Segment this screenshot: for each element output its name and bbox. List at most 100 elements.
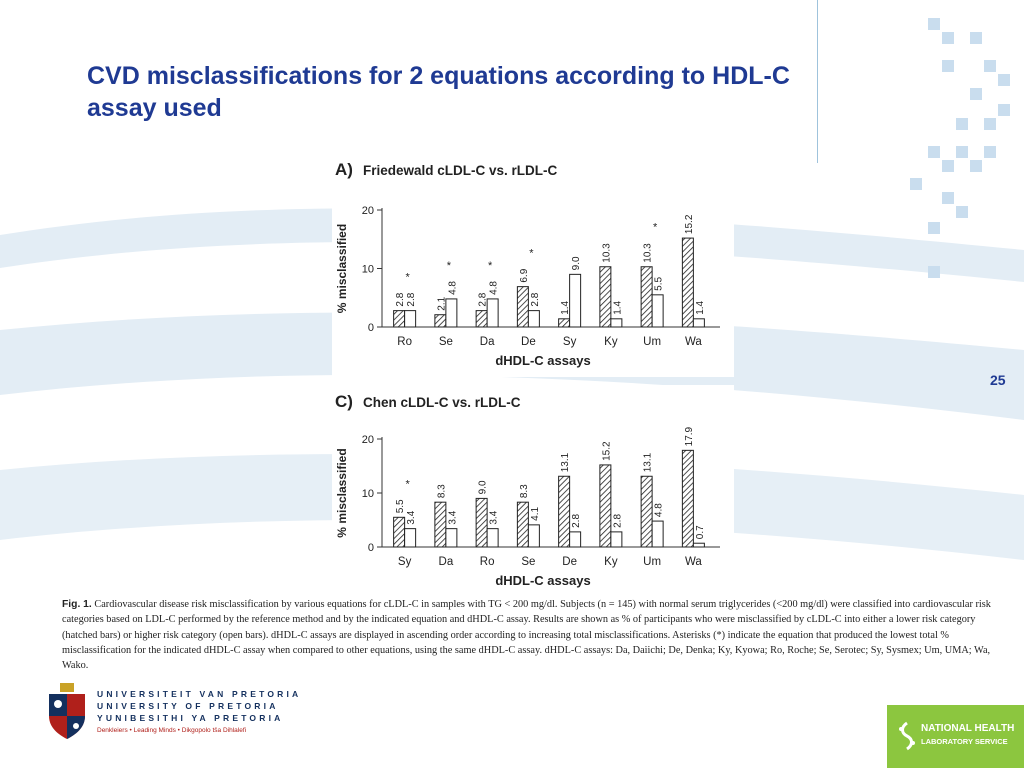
- chart0-title: Friedewald cLDL-C vs. rLDL-C: [363, 163, 558, 178]
- chart0-category-label-wa: Wa: [685, 336, 702, 348]
- caption-text: Cardiovascular disease risk misclassific…: [62, 599, 991, 672]
- chart0-value-label: 4.8: [447, 281, 458, 295]
- chart0-y-tick-label: 0: [368, 322, 374, 334]
- chart0-bar-open-da: [486, 298, 499, 328]
- nhls-line-2: LABORATORY SERVICE: [921, 737, 1008, 746]
- chart1-bar-hatched-sy: [393, 516, 406, 548]
- chart0-bar-open-ky: [610, 318, 623, 328]
- chart1-x-axis-label: dHDL-C assays: [495, 573, 590, 588]
- chart0-bar-hatched-ro: [393, 310, 406, 328]
- chart0-category-label-da: Da: [480, 336, 495, 348]
- chart0-bar-open-ro: [404, 310, 417, 328]
- chart0-bar-open-se: [445, 298, 458, 328]
- chart1-bar-open-se: [527, 524, 540, 548]
- chart0-bar-hatched-de: [516, 286, 529, 328]
- chart0-bar-hatched-se: [434, 314, 447, 328]
- up-line-2: UNIVERSITY OF PRETORIA: [97, 701, 279, 711]
- chart0-value-label: 15.2: [684, 214, 695, 234]
- chart0-value-label: 10.3: [601, 243, 612, 263]
- chart1-bar-open-ky: [610, 531, 623, 548]
- chart1-value-label: 0.7: [695, 525, 706, 539]
- chart0-value-label: 1.4: [695, 300, 706, 314]
- chart1-bar-open-sy: [404, 528, 417, 548]
- chart0-y-tick-label: 20: [362, 205, 374, 217]
- chart1-bar-open-wa: [692, 542, 705, 548]
- chart0-bar-open-wa: [692, 318, 705, 328]
- chart1-value-label: 3.4: [406, 510, 417, 524]
- chart0-value-label: 6.9: [519, 268, 530, 282]
- chart-panel-c: C) Chen cLDL-C vs. rLDL-C 0 10 20 % misclassi…: [332, 385, 734, 595]
- chart0-asterisk-ro: *: [405, 272, 410, 284]
- chart0-value-label: 1.4: [612, 300, 623, 314]
- chart-c-svg: C) Chen cLDL-C vs. rLDL-C 0 10 20 % misclassi…: [335, 392, 720, 588]
- chart0-bar-open-sy: [569, 273, 582, 328]
- chart0-asterisk-da: *: [488, 260, 493, 272]
- chart1-value-label: 8.3: [436, 484, 447, 498]
- chart1-y-tick-label: 0: [368, 542, 374, 554]
- chart0-value-label: 9.0: [571, 256, 582, 270]
- decorative-vertical-line: [817, 0, 818, 163]
- chart1-y-tick-label: 20: [362, 434, 374, 446]
- page-number: 25: [990, 372, 1006, 388]
- chart1-value-label: 15.2: [601, 441, 612, 461]
- university-of-pretoria-logo: UNIVERSITEIT VAN PRETORIA UNIVERSITY OF …: [45, 682, 298, 744]
- chart1-value-label: 2.8: [612, 514, 623, 528]
- chart0-value-label: 10.3: [643, 243, 654, 263]
- chart1-bar-hatched-wa: [681, 449, 694, 548]
- chart1-bar-hatched-de: [558, 475, 571, 548]
- chart0-bar-hatched-wa: [681, 237, 694, 328]
- chart1-y-axis-label: % misclassified: [335, 448, 349, 537]
- chart0-value-label: 1.4: [560, 300, 571, 314]
- chart1-value-label: 13.1: [643, 452, 654, 472]
- chart1-category-label-wa: Wa: [685, 556, 702, 568]
- figure-caption: Fig. 1. Cardiovascular disease risk misc…: [62, 597, 1002, 677]
- chart1-bar-hatched-ky: [599, 464, 612, 548]
- chart1-category-label-sy: Sy: [398, 556, 412, 568]
- chart0-category-label-sy: Sy: [563, 336, 577, 348]
- up-line-1: UNIVERSITEIT VAN PRETORIA: [97, 689, 302, 699]
- chart0-category-label-de: De: [521, 336, 536, 348]
- chart1-value-label: 9.0: [478, 480, 489, 494]
- chart1-value-label: 8.3: [519, 484, 530, 498]
- chart0-category-label-um: Um: [643, 336, 661, 348]
- chart0-value-label: 2.1: [436, 296, 447, 310]
- chart0-bar-hatched-ky: [599, 266, 612, 328]
- chart1-value-label: 5.5: [395, 499, 406, 513]
- chart1-panel-letter: C): [335, 392, 353, 411]
- caption-fig-label: Fig. 1.: [62, 599, 92, 610]
- chart0-panel-letter: A): [335, 160, 353, 179]
- chart0-category-label-ro: Ro: [397, 336, 412, 348]
- chart1-bar-open-da: [445, 528, 458, 548]
- chart1-category-label-ky: Ky: [604, 556, 618, 568]
- chart1-bar-open-de: [569, 531, 582, 548]
- chart1-category-label-de: De: [562, 556, 577, 568]
- chart0-value-label: 2.8: [530, 292, 541, 306]
- chart1-value-label: 3.4: [489, 510, 500, 524]
- up-name-lines: UNIVERSITEIT VAN PRETORIA UNIVERSITY OF …: [97, 688, 301, 724]
- chart0-asterisk-um: *: [653, 222, 658, 234]
- chart0-bar-hatched-da: [475, 310, 488, 328]
- chart1-value-label: 2.8: [571, 514, 582, 528]
- up-motto: Denkleiers • Leading Minds • Dikgopolo t…: [97, 727, 247, 734]
- chart0-x-axis-label: dHDL-C assays: [495, 353, 590, 368]
- chart0-bar-hatched-um: [640, 266, 653, 328]
- chart0-value-label: 4.8: [489, 281, 500, 295]
- chart1-bar-hatched-um: [640, 475, 653, 548]
- chart-panel-a: A) Friedewald cLDL-C vs. rLDL-C 0 10 20 % mis…: [332, 155, 734, 377]
- chart0-asterisk-de: *: [529, 248, 534, 260]
- chart1-value-label: 3.4: [447, 510, 458, 524]
- up-line-3: YUNIBESITHI YA PRETORIA: [97, 713, 284, 723]
- chart1-value-label: 17.9: [684, 426, 695, 446]
- chart0-y-axis-label: % misclassified: [335, 224, 349, 313]
- chart0-bar-hatched-sy: [558, 318, 571, 328]
- chart1-category-label-ro: Ro: [480, 556, 495, 568]
- chart0-bar-open-de: [527, 310, 540, 328]
- chart1-value-label: 13.1: [560, 452, 571, 472]
- chart1-category-label-da: Da: [439, 556, 454, 568]
- up-crest-icon: [49, 683, 85, 739]
- chart0-value-label: 5.5: [654, 276, 665, 290]
- chart0-value-label: 2.8: [395, 292, 406, 306]
- chart0-asterisk-se: *: [447, 260, 452, 272]
- chart1-bar-hatched-ro: [475, 497, 488, 548]
- chart1-bar-open-um: [651, 520, 664, 548]
